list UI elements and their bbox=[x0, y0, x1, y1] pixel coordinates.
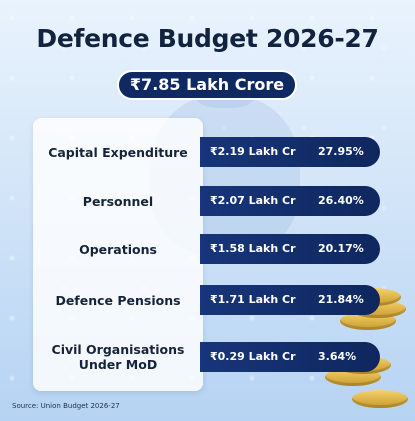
amount-value: ₹2.19 Lakh Cr bbox=[210, 145, 296, 158]
category-label: Defence Pensions bbox=[55, 292, 181, 308]
percent-value: 21.84% bbox=[318, 293, 364, 306]
category-label: Personnel bbox=[82, 193, 154, 209]
total-budget-badge: ₹7.85 Lakh Crore bbox=[117, 70, 297, 100]
category-card bbox=[33, 118, 203, 391]
value-bar: ₹2.07 Lakh Cr 26.40% bbox=[200, 186, 380, 216]
percent-value: 20.17% bbox=[318, 242, 364, 255]
value-bar: ₹2.19 Lakh Cr 27.95% bbox=[200, 137, 380, 167]
budget-row: Personnel ₹2.07 Lakh Cr 26.40% bbox=[0, 185, 415, 217]
percent-value: 3.64% bbox=[318, 350, 357, 363]
percent-value: 26.40% bbox=[318, 194, 364, 207]
budget-row: Civil Organisations Under MoD ₹0.29 Lakh… bbox=[0, 341, 415, 373]
value-bar: ₹0.29 Lakh Cr 3.64% bbox=[200, 342, 380, 372]
category-label: Capital Expenditure bbox=[48, 144, 188, 160]
percent-value: 27.95% bbox=[318, 145, 364, 158]
budget-row: Defence Pensions ₹1.71 Lakh Cr 21.84% bbox=[0, 284, 415, 316]
source-note: Source: Union Budget 2026-27 bbox=[12, 402, 120, 410]
amount-value: ₹0.29 Lakh Cr bbox=[210, 350, 296, 363]
category-label: Operations bbox=[79, 241, 157, 257]
budget-row: Operations ₹1.58 Lakh Cr 20.17% bbox=[0, 233, 415, 265]
category-label: Civil Organisations Under MoD bbox=[51, 342, 185, 372]
amount-value: ₹1.58 Lakh Cr bbox=[210, 242, 296, 255]
value-bar: ₹1.58 Lakh Cr 20.17% bbox=[200, 234, 380, 264]
value-bar: ₹1.71 Lakh Cr 21.84% bbox=[200, 285, 380, 315]
coin-icon bbox=[352, 390, 408, 408]
amount-value: ₹1.71 Lakh Cr bbox=[210, 293, 296, 306]
budget-row: Capital Expenditure ₹2.19 Lakh Cr 27.95% bbox=[0, 136, 415, 168]
amount-value: ₹2.07 Lakh Cr bbox=[210, 194, 296, 207]
page-title: Defence Budget 2026-27 bbox=[36, 24, 379, 53]
